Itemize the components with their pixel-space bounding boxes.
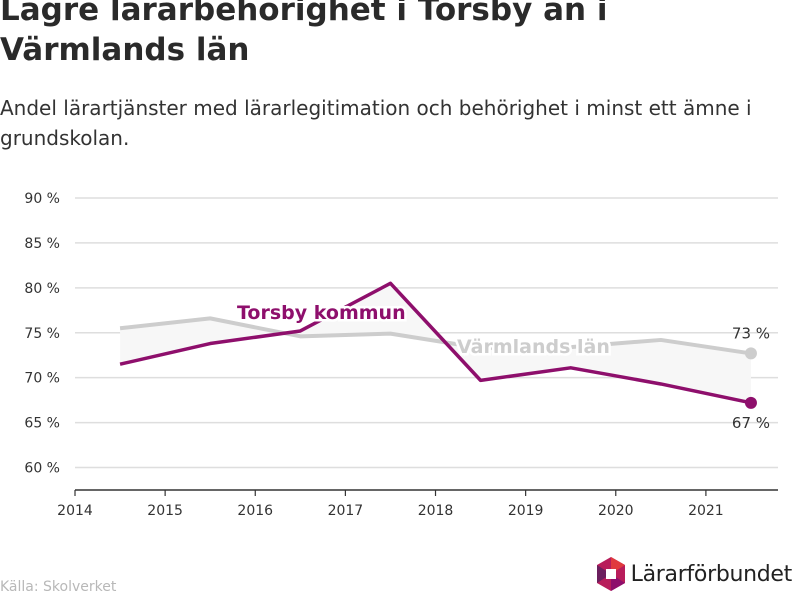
series-label-varmland: Värmlands län: [457, 336, 610, 358]
x-tick-label: 2016: [237, 503, 273, 519]
y-tick-label: 85 %: [24, 236, 60, 252]
x-tick-label: 2019: [508, 503, 544, 519]
chart-title: Lägre lärarbehörighet i Torsby än i Värm…: [0, 0, 608, 68]
data-point-torsby: [744, 396, 757, 409]
x-tick-label: 2021: [688, 503, 724, 519]
x-tick-label: 2020: [598, 503, 634, 519]
series-label-torsby: Torsby kommun: [237, 302, 406, 324]
y-tick-label: 70 %: [24, 371, 60, 387]
source-note: Källa: Skolverket: [0, 579, 117, 595]
data-point-varmland: [744, 347, 757, 360]
hexagon-logo-icon: [596, 557, 625, 591]
series-line-torsby: [119, 281, 752, 405]
y-tick-label: 75 %: [24, 326, 60, 342]
x-tick-label: 2014: [57, 503, 93, 519]
y-tick-label: 90 %: [24, 191, 60, 207]
end-label-varmland: 73 %: [732, 324, 770, 342]
chart-subtitle: Andel lärartjänster med lärarlegitimatio…: [0, 96, 752, 150]
brand: Lärarförbundet: [595, 556, 792, 592]
x-tick-label: 2018: [418, 503, 454, 519]
x-tick-label: 2015: [147, 503, 183, 519]
y-tick-label: 60 %: [24, 461, 60, 477]
y-tick-label: 80 %: [24, 281, 60, 297]
y-tick-label: 65 %: [24, 416, 60, 432]
x-tick-label: 2017: [328, 503, 364, 519]
brand-name: Lärarförbundet: [630, 561, 793, 587]
end-label-torsby: 67 %: [732, 414, 770, 432]
series-line-varmland: [119, 316, 752, 356]
